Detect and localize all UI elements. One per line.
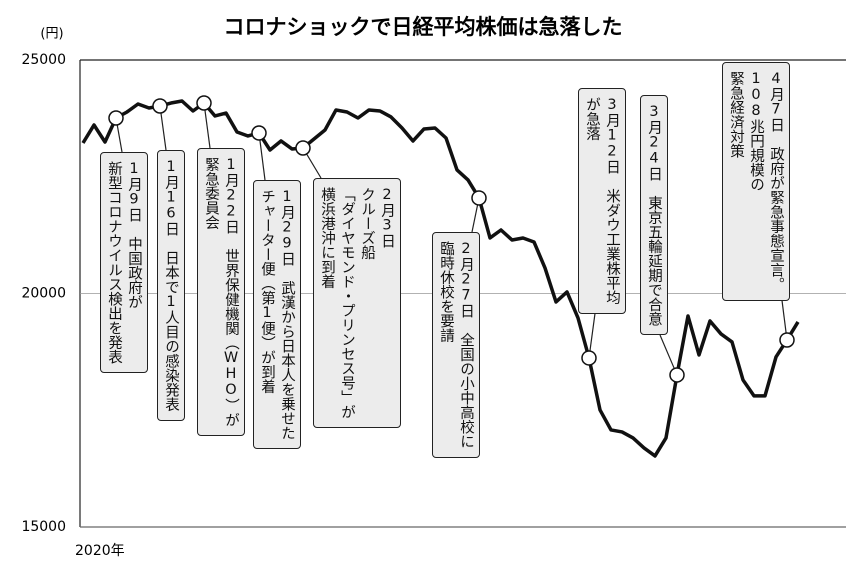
annotation-box: 1月29日 武漢から日本人を乗せた チャーター便（第1便）が到着 — [253, 180, 301, 449]
annotation-text: 臨時休校を要請 — [438, 241, 454, 343]
annotation-text: 4月7日 政府が緊急事態宣言。 — [768, 71, 784, 292]
y-tick-label: 20000 — [21, 286, 66, 302]
annotation-text: が急落 — [584, 97, 600, 141]
annotation-text: 1月9日 中国政府が — [126, 161, 142, 309]
y-tick-label: 15000 — [21, 519, 66, 535]
annotation-box: 3月24日 東京五輪延期で合意 — [640, 95, 668, 335]
event-marker — [779, 332, 795, 348]
annotation-box: 4月7日 政府が緊急事態宣言。 108兆円規模の 緊急経済対策 — [722, 62, 790, 301]
event-marker — [669, 367, 685, 383]
annotation-text: 2月27日 全国の小中高校に — [458, 241, 474, 449]
annotation-text: 緊急委員会 — [203, 157, 219, 230]
event-marker — [152, 98, 168, 114]
annotation-text: クルーズ船 — [359, 187, 375, 260]
event-marker — [196, 95, 212, 111]
annotation-box: 3月12日 米ダウ工業株平均 が急落 — [578, 88, 626, 314]
annotation-text: 108兆円規模の — [748, 71, 764, 192]
annotation-box: 2月27日 全国の小中高校に 臨時休校を要請 — [432, 232, 480, 458]
event-marker — [581, 350, 597, 366]
annotation-text: 新型コロナウイルス検出を発表 — [106, 161, 122, 364]
event-marker — [251, 125, 267, 141]
event-marker — [471, 190, 487, 206]
annotation-box: 1月22日 世界保健機関（WHO）が 緊急委員会 — [197, 148, 245, 436]
y-unit: (円) — [40, 27, 63, 42]
chart-title: コロナショックで日経平均株価は急落した — [224, 15, 623, 39]
annotation-text: 1月16日 日本で1人目の感染発表 — [163, 159, 179, 412]
annotation-text: 3月24日 東京五輪延期で合意 — [646, 104, 662, 326]
annotation-box: 1月9日 中国政府が 新型コロナウイルス検出を発表 — [100, 152, 148, 373]
annotation-box: 1月16日 日本で1人目の感染発表 — [157, 150, 185, 421]
leader-line — [258, 132, 266, 181]
event-marker — [108, 110, 124, 126]
event-marker — [295, 140, 311, 156]
annotation-text: 1月29日 武漢から日本人を乗せた — [279, 189, 295, 440]
annotation-text: 3月12日 米ダウ工業株平均 — [604, 97, 620, 305]
annotation-text: 1月22日 世界保健機関（WHO）が — [223, 157, 239, 427]
x-label: 2020年 — [75, 543, 125, 559]
annotation-box: 2月3日 クルーズ船 「ダイヤモンド・プリンセス号」が 横浜港沖に到着 — [313, 178, 401, 428]
annotation-text: チャーター便（第1便）が到着 — [259, 189, 275, 394]
annotation-text: 「ダイヤモンド・プリンセス号」が — [339, 187, 355, 419]
annotation-text: 横浜港沖に到着 — [319, 187, 335, 289]
y-tick-label: 25000 — [21, 52, 66, 68]
annotation-text: 2月3日 — [379, 187, 395, 248]
annotation-text: 緊急経済対策 — [728, 71, 744, 158]
